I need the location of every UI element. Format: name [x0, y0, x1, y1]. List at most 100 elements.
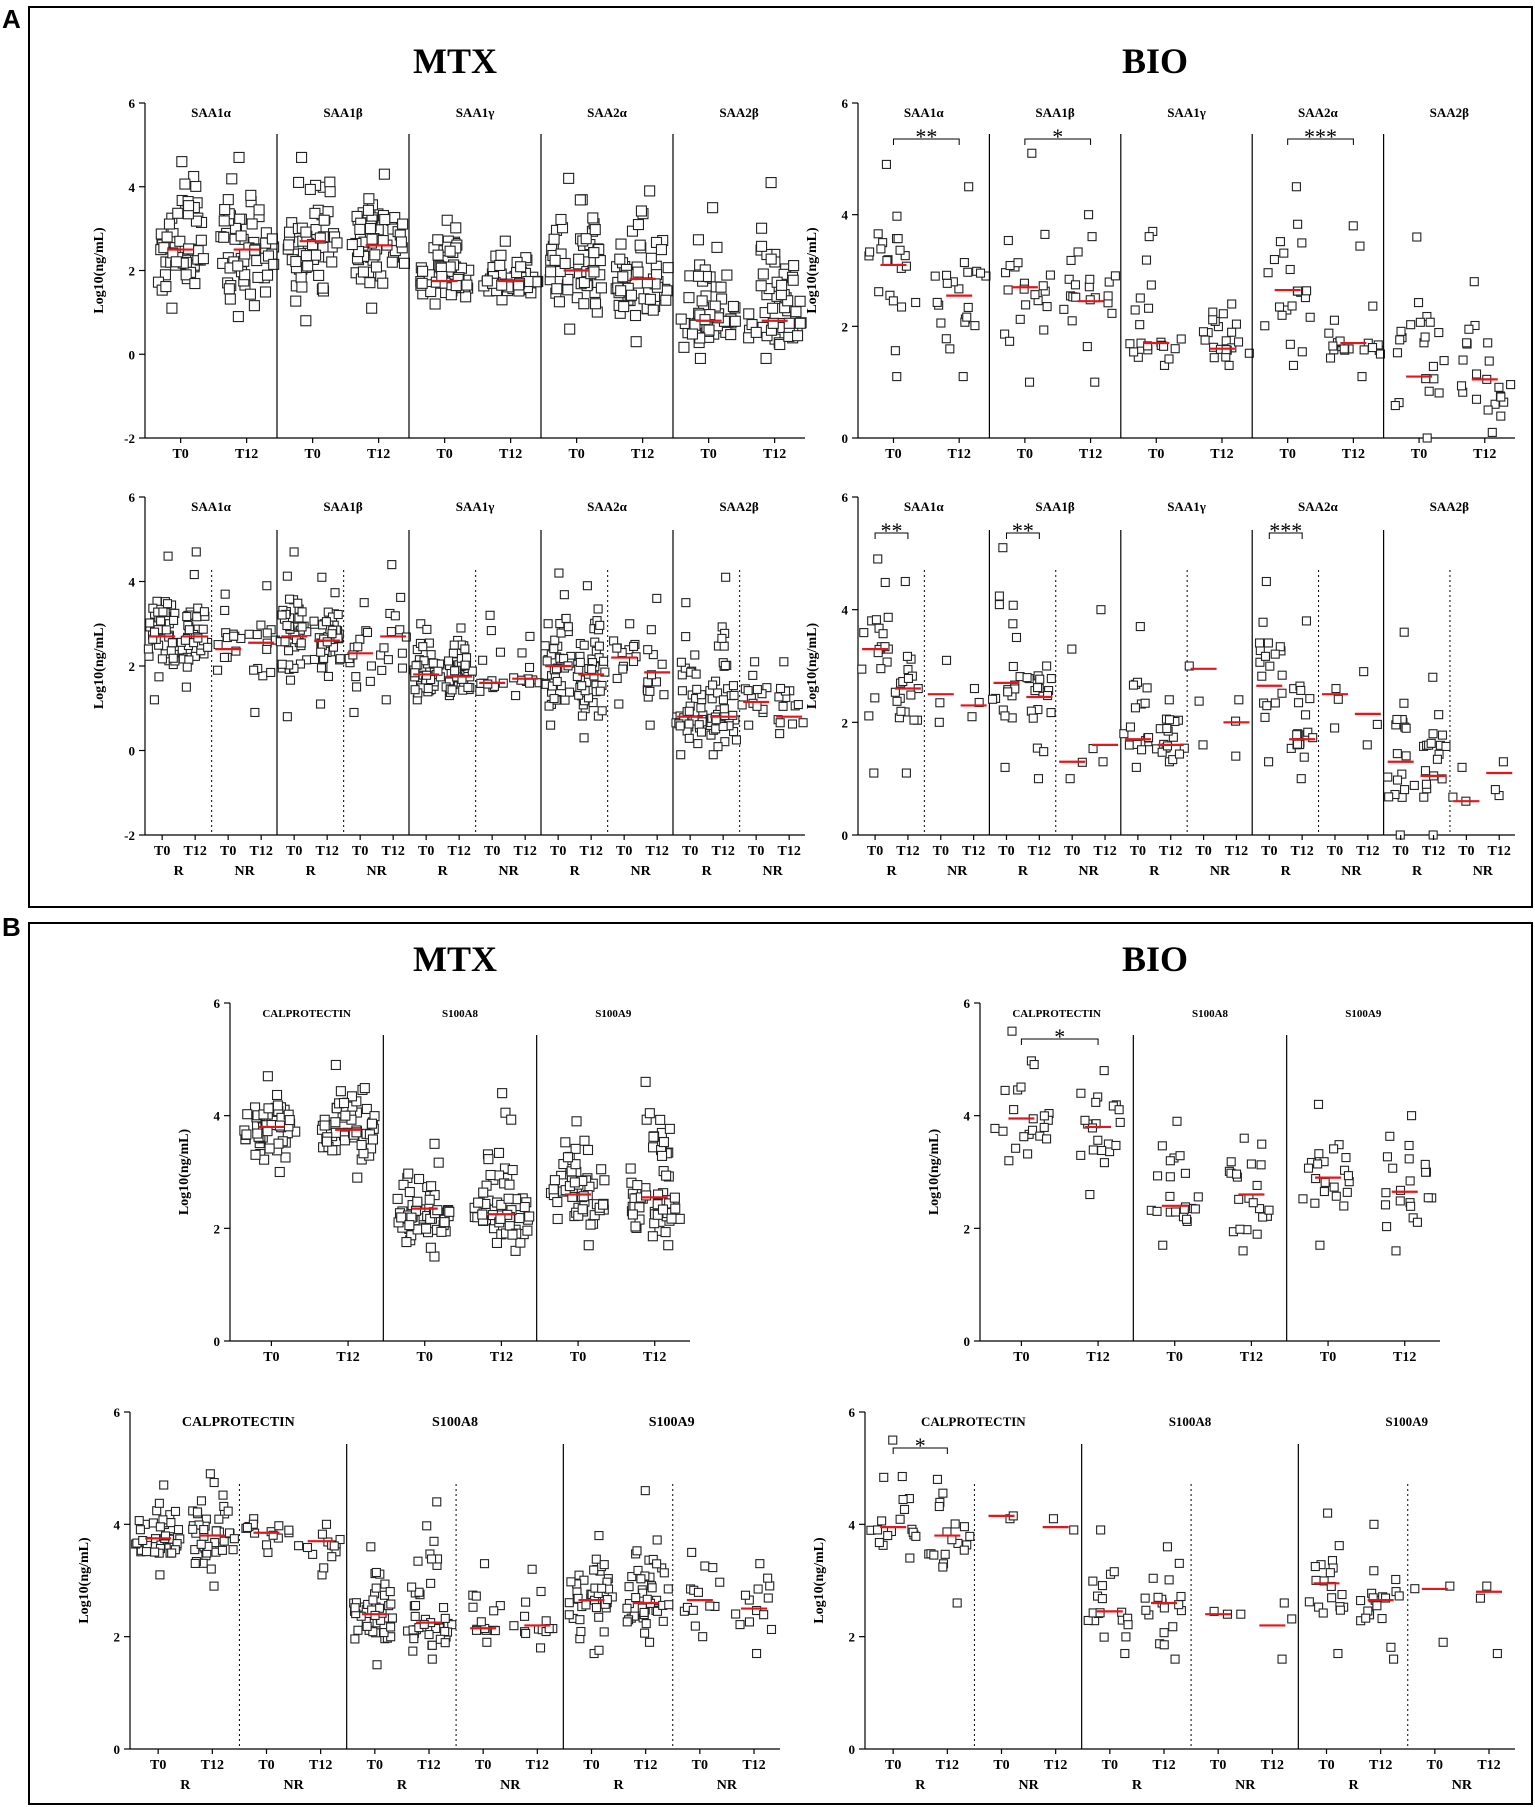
data-point	[489, 1606, 499, 1616]
y-tick-label: 2	[842, 319, 849, 334]
data-point	[429, 1251, 440, 1262]
data-point	[1067, 316, 1077, 326]
data-point	[495, 647, 506, 657]
data-point	[1038, 281, 1048, 291]
data-point	[218, 231, 230, 243]
data-point	[1395, 1196, 1405, 1206]
data-point	[1313, 1099, 1324, 1109]
data-point	[591, 1554, 601, 1564]
data-point	[1224, 360, 1234, 370]
data-point	[300, 226, 312, 238]
data-point	[359, 1083, 370, 1094]
x-tick-label: T12	[631, 447, 654, 462]
data-point	[1419, 792, 1429, 802]
data-point	[1392, 749, 1402, 759]
data-point	[507, 1164, 518, 1176]
data-point	[1303, 1163, 1314, 1173]
x-tick-label: T0	[1280, 447, 1296, 462]
data-point	[549, 694, 559, 704]
data-point	[262, 581, 272, 591]
data-point	[1239, 1133, 1249, 1143]
panel-label-b: B	[2, 912, 21, 942]
data-point	[649, 1218, 660, 1229]
x-tick-label: T0	[1017, 447, 1033, 462]
data-point	[664, 1123, 675, 1134]
data-point	[419, 1619, 429, 1629]
data-point	[660, 1227, 671, 1238]
data-point	[692, 684, 702, 694]
data-point	[1437, 730, 1448, 740]
data-point	[1234, 1194, 1244, 1204]
data-point	[1303, 727, 1313, 737]
x-tick-label: T0	[258, 1758, 274, 1773]
data-point	[554, 568, 564, 578]
data-point	[570, 1143, 581, 1154]
data-point	[1274, 302, 1285, 312]
data-point	[368, 1627, 378, 1637]
data-point	[1383, 772, 1393, 782]
data-point	[1432, 754, 1442, 764]
data-point	[1042, 302, 1052, 312]
data-point	[655, 244, 668, 256]
data-point	[964, 182, 974, 192]
data-point	[1471, 394, 1482, 404]
x-tick-label: T0	[1210, 1758, 1226, 1773]
data-point	[1301, 616, 1311, 626]
data-point	[693, 1587, 703, 1597]
data-point	[990, 1123, 1000, 1133]
data-point	[300, 315, 312, 327]
data-point	[407, 1582, 417, 1592]
data-point	[1484, 356, 1494, 366]
data-point	[1389, 1654, 1399, 1664]
data-point	[412, 1224, 423, 1235]
data-point	[647, 304, 659, 316]
data-point	[994, 591, 1004, 601]
data-point	[1042, 1134, 1052, 1144]
data-point	[1296, 685, 1306, 695]
data-point	[765, 1581, 775, 1591]
data-point	[290, 295, 302, 307]
data-point	[1380, 1593, 1391, 1603]
data-point	[548, 1184, 559, 1195]
data-point	[263, 1103, 274, 1114]
data-point	[755, 1559, 765, 1569]
data-point	[219, 1536, 229, 1546]
data-point	[188, 1524, 198, 1534]
data-point	[1135, 622, 1145, 632]
data-point	[750, 657, 760, 667]
data-point	[645, 252, 657, 264]
data-point	[1133, 352, 1143, 362]
data-point	[787, 274, 799, 286]
data-point	[315, 699, 326, 709]
y-axis-label: Log10(ng/mL)	[812, 1537, 827, 1624]
data-point	[1413, 298, 1424, 308]
data-point	[477, 1209, 488, 1220]
x-tick-label: T12	[1488, 844, 1511, 859]
data-point	[274, 1120, 285, 1131]
data-point	[296, 281, 308, 293]
data-point	[1395, 1185, 1406, 1195]
data-point	[1343, 1171, 1353, 1181]
data-point	[888, 1435, 898, 1445]
data-point	[1046, 673, 1056, 684]
data-point	[1412, 232, 1422, 242]
data-point	[657, 659, 667, 669]
data-point	[1359, 667, 1369, 677]
subpanel-title: SAA2β	[1430, 499, 1470, 514]
data-point	[471, 1625, 482, 1635]
x-tick-label: T0	[304, 447, 320, 462]
data-point	[708, 750, 718, 760]
data-point	[395, 236, 407, 248]
data-point	[614, 699, 624, 709]
data-point	[1193, 1192, 1203, 1202]
data-point	[1368, 301, 1378, 311]
x-tick-label: T0	[1195, 844, 1211, 859]
data-point	[386, 256, 398, 268]
data-point	[515, 261, 527, 273]
data-point	[1270, 649, 1280, 659]
y-tick-label: 2	[849, 1630, 856, 1645]
data-point	[181, 682, 191, 692]
data-point	[150, 1547, 160, 1557]
data-point	[362, 1621, 372, 1631]
data-point	[410, 1611, 420, 1621]
